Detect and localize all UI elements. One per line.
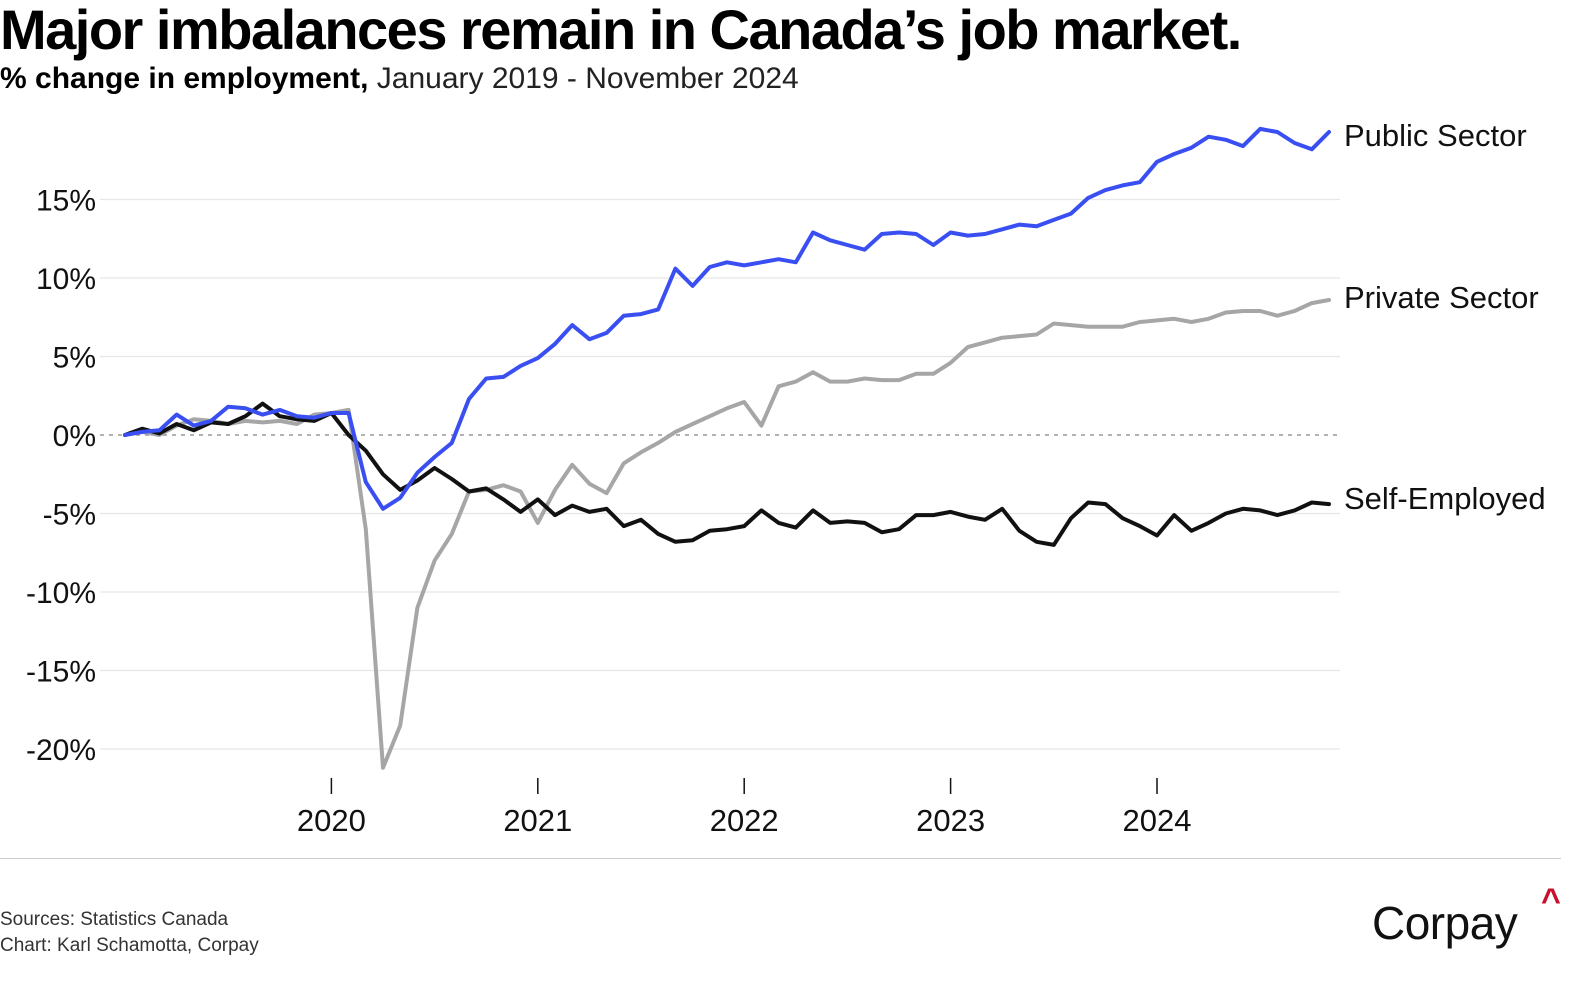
y-tick-label: -20% xyxy=(26,734,96,767)
corpay-logo: Corpay ^ xyxy=(1372,882,1561,950)
series-label-private-sector: Private Sector xyxy=(1344,280,1539,315)
y-tick-label: -5% xyxy=(43,499,96,532)
series-label-public-sector: Public Sector xyxy=(1344,118,1527,153)
series-labels: Public Sector Private Sector Self-Employed xyxy=(1344,118,1546,516)
chart-title: Major imbalances remain in Canada’s job … xyxy=(0,0,1242,61)
series-line-public-sector xyxy=(123,126,1331,511)
x-tick-label: 2023 xyxy=(916,803,985,838)
x-tick-label: 2021 xyxy=(503,803,572,838)
y-tick-label: 5% xyxy=(53,342,96,375)
series-label-self-employed: Self-Employed xyxy=(1344,481,1546,516)
footer-divider xyxy=(0,858,1561,859)
chart-subtitle: % change in employment, January 2019 - N… xyxy=(0,60,799,98)
y-tick-label: 15% xyxy=(36,185,96,218)
gridlines xyxy=(100,198,1340,750)
x-axis-ticks: 2020 2021 2022 2023 2024 xyxy=(297,778,1192,838)
series-line-self-employed xyxy=(123,401,1331,547)
logo-caret-icon: ^ xyxy=(1541,882,1561,920)
y-tick-label: -10% xyxy=(26,577,96,610)
credit-note: Chart: Karl Schamotta, Corpay xyxy=(0,935,259,956)
subtitle-measure: % change in employment, xyxy=(0,62,369,95)
x-tick-label: 2024 xyxy=(1123,803,1192,838)
series-line-private-sector xyxy=(123,298,1331,770)
y-axis-ticks: 15% 10% 5% 0% -5% -10% -15% -20% xyxy=(26,185,96,768)
logo-wordmark: Corpay xyxy=(1372,897,1518,949)
subtitle-period: January 2019 - November 2024 xyxy=(376,62,799,95)
sources-note: Sources: Statistics Canada xyxy=(0,909,229,930)
x-tick-label: 2022 xyxy=(710,803,779,838)
y-tick-label: 10% xyxy=(36,263,96,296)
y-tick-label: -15% xyxy=(26,656,96,689)
line-chart: 15%10%5%0%-5%-10%-15%-20% 2020 2021 2022 20… xyxy=(26,118,1546,838)
y-tick-label: 0% xyxy=(53,420,96,453)
x-tick-label: 2020 xyxy=(297,803,366,838)
series-lines xyxy=(123,126,1331,770)
